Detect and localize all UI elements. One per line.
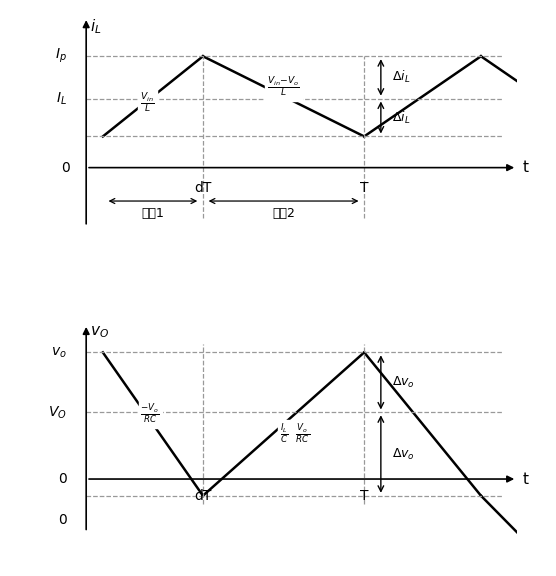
Text: dT: dT [194,181,212,195]
Text: $\frac{-V_o}{RC}$: $\frac{-V_o}{RC}$ [141,403,160,426]
Text: $\frac{V_{in}{-}V_o}{L}$: $\frac{V_{in}{-}V_o}{L}$ [267,75,300,99]
Text: $\frac{I_L}{C}\ \ \frac{V_o}{RC}$: $\frac{I_L}{C}\ \ \frac{V_o}{RC}$ [280,422,310,446]
Text: 0: 0 [58,513,67,528]
Text: $i_L$: $i_L$ [91,17,102,36]
Text: $v_o$: $v_o$ [51,345,67,359]
Text: T: T [360,181,369,195]
Text: $\Delta i_L$: $\Delta i_L$ [392,109,410,126]
Text: 模态2: 模态2 [272,207,295,219]
Text: $\Delta v_o$: $\Delta v_o$ [392,446,415,461]
Text: 模态1: 模态1 [141,207,165,219]
Text: 0: 0 [61,161,70,175]
Text: T: T [360,489,369,503]
Text: t: t [523,472,529,487]
Text: $v_O$: $v_O$ [91,324,110,340]
Text: $V_O$: $V_O$ [48,404,67,420]
Text: $I_L$: $I_L$ [56,90,67,107]
Text: $I_p$: $I_p$ [55,47,67,66]
Text: $\Delta i_L$: $\Delta i_L$ [392,69,410,85]
Text: $\Delta v_o$: $\Delta v_o$ [392,375,415,390]
Text: $\frac{V_{in}}{L}$: $\frac{V_{in}}{L}$ [140,91,155,115]
Text: dT: dT [194,489,212,503]
Text: t: t [523,160,529,175]
Text: 0: 0 [58,472,67,486]
